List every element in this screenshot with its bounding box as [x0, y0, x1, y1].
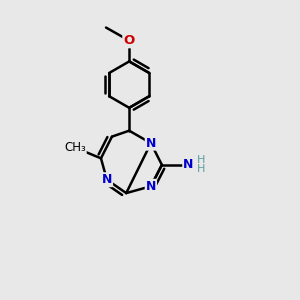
Text: H: H: [197, 155, 205, 165]
Text: CH₃: CH₃: [64, 141, 86, 154]
Text: O: O: [124, 34, 135, 47]
Text: N: N: [102, 173, 112, 186]
Text: N: N: [146, 180, 156, 193]
Text: N: N: [183, 158, 193, 171]
Text: O: O: [124, 34, 135, 47]
Text: H: H: [197, 164, 205, 174]
Text: N: N: [146, 137, 156, 150]
